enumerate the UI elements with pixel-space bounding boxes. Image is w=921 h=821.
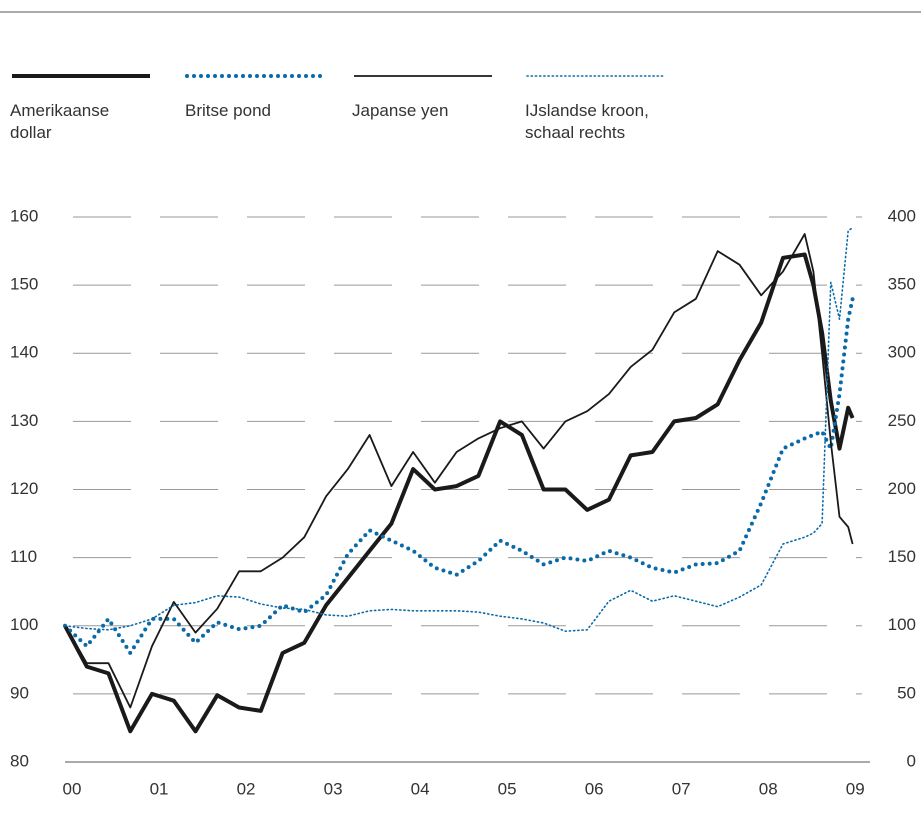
x-tick-label: 07 xyxy=(672,779,691,798)
y-tick-label: 90 xyxy=(10,683,29,702)
legend-label: Britse pond xyxy=(185,101,271,120)
series-line xyxy=(64,227,854,632)
y-tick-label: 140 xyxy=(10,343,38,362)
x-tick-label: 02 xyxy=(237,779,256,798)
y-tick-label: 120 xyxy=(10,479,38,498)
legend-item: Amerikaanse dollar xyxy=(10,66,152,144)
y-tick-label: 80 xyxy=(10,751,29,770)
legend-swatch xyxy=(185,74,327,78)
y2-tick-label: 0 xyxy=(907,751,916,770)
y2-tick-label: 100 xyxy=(888,615,916,634)
y2-tick-label: 150 xyxy=(888,547,916,566)
legend-label: Amerikaanse dollar xyxy=(10,101,110,142)
y2-tick-label: 200 xyxy=(888,479,916,498)
y2-tick-label: 50 xyxy=(897,683,916,702)
x-tick-label: 03 xyxy=(324,779,343,798)
y-tick-label: 150 xyxy=(10,275,38,294)
x-tick-label: 00 xyxy=(63,779,82,798)
series-line xyxy=(63,296,855,655)
legend-item: Japanse yen xyxy=(352,66,502,122)
x-tick-label: 01 xyxy=(150,779,169,798)
series-line xyxy=(63,252,855,734)
x-tick-label: 05 xyxy=(498,779,517,798)
y2-tick-label: 250 xyxy=(888,411,916,430)
y-tick-label: 160 xyxy=(10,206,38,225)
x-tick-label: 04 xyxy=(411,779,430,798)
series-line xyxy=(64,233,854,709)
y-tick-label: 100 xyxy=(10,615,38,634)
legend-item: IJslandse kroon, schaal rechts xyxy=(525,66,675,144)
x-tick-label: 09 xyxy=(846,779,865,798)
y2-tick-label: 350 xyxy=(888,275,916,294)
legend-swatch xyxy=(12,74,150,78)
legend-label: IJslandse kroon, schaal rechts xyxy=(525,101,649,142)
legend-item: Britse pond xyxy=(185,66,335,122)
x-tick-label: 08 xyxy=(759,779,778,798)
legend-swatch xyxy=(526,75,666,77)
legend-swatch xyxy=(354,75,492,77)
y-tick-label: 110 xyxy=(10,547,37,566)
x-tick-label: 06 xyxy=(585,779,604,798)
y2-tick-label: 300 xyxy=(888,343,916,362)
y2-tick-label: 400 xyxy=(888,206,916,225)
y-tick-label: 130 xyxy=(10,411,38,430)
legend-label: Japanse yen xyxy=(352,101,449,120)
